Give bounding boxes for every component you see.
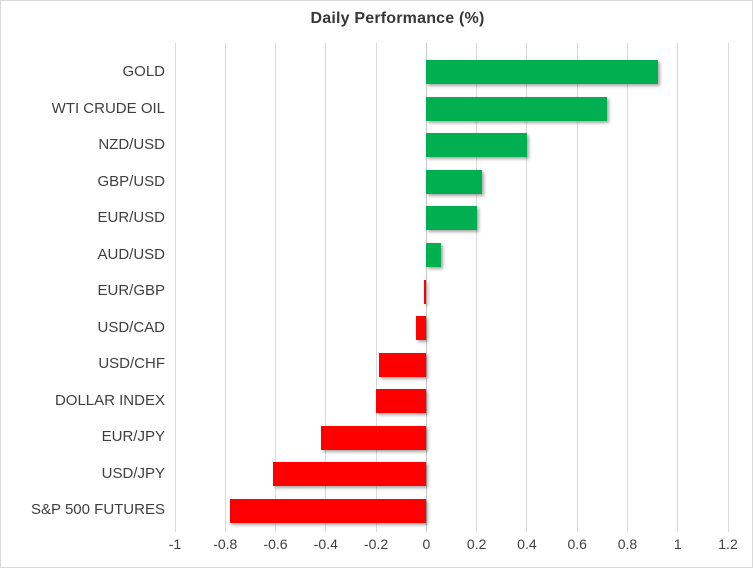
bar-gold xyxy=(426,60,658,85)
x-tick-label: 0.8 xyxy=(617,536,638,552)
bar-usd-cad xyxy=(416,316,427,341)
category-label-usd-jpy: USD/JPY xyxy=(101,464,165,482)
category-label-eur-gbp: EUR/GBP xyxy=(97,282,165,300)
x-tick-label: -1 xyxy=(168,536,182,552)
gridline xyxy=(375,43,377,532)
category-label-gold: GOLD xyxy=(122,63,165,80)
category-label-aud-usd: AUD/USD xyxy=(97,245,165,263)
zero-gridline xyxy=(425,43,427,532)
gridline xyxy=(626,43,628,532)
category-label-dollar-index: DOLLAR INDEX xyxy=(54,391,165,409)
x-tick-label: 1 xyxy=(673,536,682,552)
bar-aud-usd xyxy=(426,242,442,267)
gridline xyxy=(526,43,528,532)
x-tick-label: -0.8 xyxy=(213,536,238,552)
gridline xyxy=(476,43,478,532)
category-label-s-p-500-futures: S&P 500 FUTURES xyxy=(31,501,165,519)
bar-usd-chf xyxy=(378,352,427,377)
bar-wti-crude-oil xyxy=(426,96,608,121)
gridline xyxy=(727,43,729,532)
bar-dollar-index xyxy=(376,389,427,414)
gridline xyxy=(677,43,679,532)
bar-s-p-500-futures xyxy=(230,498,427,523)
bar-gbp-usd xyxy=(426,169,482,194)
category-label-gbp-usd: GBP/USD xyxy=(97,172,165,190)
category-label-eur-usd: EUR/USD xyxy=(97,209,165,227)
x-tick-label: 0.6 xyxy=(567,536,587,552)
x-tick-label: 0.2 xyxy=(466,536,487,552)
bar-usd-jpy xyxy=(273,462,427,487)
gridline xyxy=(576,43,578,532)
bar-nzd-usd xyxy=(426,133,527,158)
category-label-eur-jpy: EUR/JPY xyxy=(101,428,165,446)
category-label-wti-crude-oil: WTI CRUDE OIL xyxy=(51,99,165,117)
gridline xyxy=(275,43,277,532)
bar-eur-usd xyxy=(426,206,477,231)
gridline xyxy=(224,43,226,532)
category-label-usd-cad: USD/CAD xyxy=(97,318,165,336)
category-label-usd-chf: USD/CHF xyxy=(98,355,165,373)
bar-eur-jpy xyxy=(320,425,427,450)
x-tick-label: -0.2 xyxy=(364,536,389,552)
x-tick-label: 1.2 xyxy=(718,536,738,552)
gridline xyxy=(325,43,327,532)
x-tick-label: -0.6 xyxy=(263,536,288,552)
x-tick-label: -0.4 xyxy=(313,536,338,552)
gridline xyxy=(174,43,176,532)
x-tick-label: 0 xyxy=(422,536,431,552)
x-tick-label: 0.4 xyxy=(517,536,537,552)
chart-title: Daily Performance (%) xyxy=(310,10,485,27)
category-label-nzd-usd: NZD/USD xyxy=(98,136,165,154)
bar-eur-gbp xyxy=(423,279,427,304)
